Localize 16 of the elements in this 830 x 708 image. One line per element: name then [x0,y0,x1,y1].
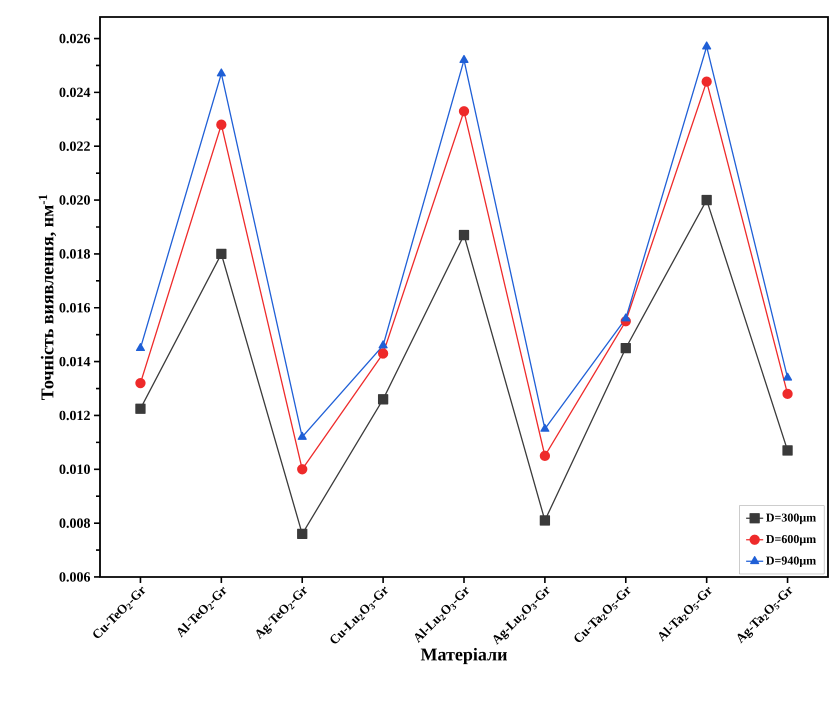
y-tick-label: 0.016 [60,302,90,313]
y-tick-label: 0.020 [60,195,90,205]
legend-label: D=600μm [766,535,816,546]
y-tick-label: 0.010 [60,464,90,474]
y-axis-title: Точність виявлення, нм$^{-1}$ [38,194,56,400]
y-tick-label: 0.006 [60,572,90,582]
legend-label: D=300μm [766,514,816,524]
y-tick-label: 0.014 [60,356,90,366]
y-tick-label: 0.018 [60,249,90,259]
y-tick-label: 0.026 [60,34,90,44]
y-tick-label: 0.012 [60,410,90,420]
legend-label: D=940μm [766,556,816,568]
y-tick-label: 0.008 [60,518,90,528]
y-tick-label: 0.022 [60,141,90,151]
y-tick-label: 0.024 [60,88,90,98]
x-axis-title: Матеріали [420,648,508,664]
